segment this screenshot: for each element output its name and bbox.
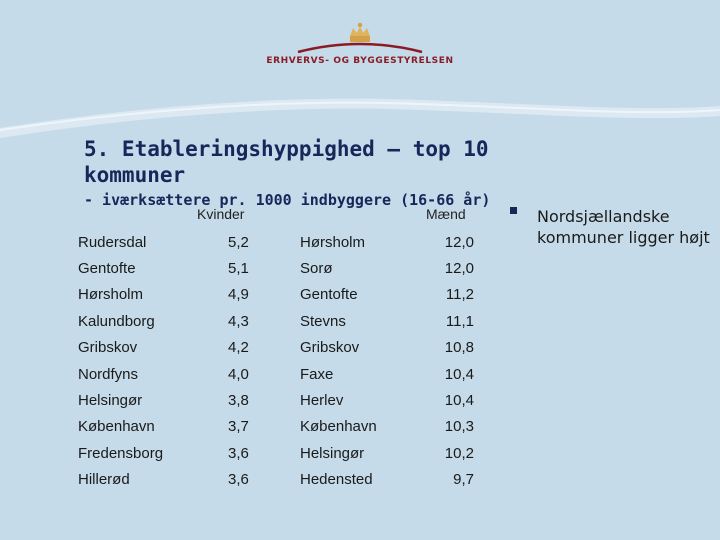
table-row: Kalundborg 4,3 Stevns 11,1	[0, 313, 500, 339]
men-rate: 10,3	[444, 418, 474, 435]
women-municipality: København	[78, 418, 155, 435]
women-rate: 4,3	[228, 313, 249, 330]
crown-icon	[350, 22, 370, 42]
men-rate: 12,0	[444, 260, 474, 277]
women-rate: 5,1	[228, 260, 249, 277]
men-municipality: Herlev	[300, 392, 344, 409]
men-municipality: København	[300, 418, 377, 435]
header-decoration	[0, 22, 720, 138]
women-municipality: Fredensborg	[78, 445, 164, 462]
men-rate: 10,4	[444, 366, 474, 383]
men-municipality: Gentofte	[300, 286, 358, 303]
women-rate: 4,0	[228, 366, 249, 383]
men-column-header: Mænd	[426, 206, 466, 222]
women-rate: 3,6	[228, 445, 249, 462]
women-municipality: Hillerød	[78, 471, 130, 488]
table-row: Rudersdal 5,2 Hørsholm 12,0	[0, 234, 500, 260]
bullet-icon	[510, 207, 517, 214]
men-municipality: Sorø	[300, 260, 333, 277]
men-municipality: Hørsholm	[300, 234, 366, 251]
table-row: Gribskov 4,2 Gribskov 10,8	[0, 339, 500, 365]
women-column-header: Kvinder	[197, 206, 245, 222]
men-municipality: Faxe	[300, 366, 334, 383]
slide-subtitle: - iværksættere pr. 1000 indbyggere (16-6…	[84, 191, 491, 209]
women-municipality: Rudersdal	[78, 234, 147, 251]
table-row: Nordfyns 4,0 Faxe 10,4	[0, 366, 500, 392]
men-municipality: Helsingør	[300, 445, 365, 462]
women-municipality: Gentofte	[78, 260, 136, 277]
women-rate: 3,7	[228, 418, 249, 435]
table-row: Gentofte 5,1 Sorø 12,0	[0, 260, 500, 286]
men-rate: 9,7	[453, 471, 474, 488]
men-municipality: Gribskov	[300, 339, 360, 356]
men-rate: 10,2	[444, 445, 474, 462]
table-row: Hørsholm 4,9 Gentofte 11,2	[0, 286, 500, 312]
women-rate: 5,2	[228, 234, 249, 251]
women-municipality: Helsingør	[78, 392, 143, 409]
women-municipality: Kalundborg	[78, 313, 155, 330]
table-row: København 3,7 København 10,3	[0, 418, 500, 444]
men-rate: 12,0	[444, 234, 474, 251]
women-rate: 3,6	[228, 471, 249, 488]
men-rate: 11,1	[445, 313, 474, 330]
women-municipality: Gribskov	[78, 339, 138, 356]
header-swoosh	[0, 98, 720, 138]
men-rate: 10,4	[444, 392, 474, 409]
table-row: Fredensborg 3,6 Helsingør 10,2	[0, 445, 500, 471]
note-text: Nordsjællandske kommuner ligger højt	[537, 207, 710, 247]
slide-title: 5. Etableringshyppighed – top 10 kommune…	[84, 137, 489, 187]
women-rate: 3,8	[228, 392, 249, 409]
brand-name: ERHVERVS- OG BYGGESTYRELSEN	[266, 56, 454, 66]
men-municipality: Hedensted	[300, 471, 373, 488]
men-rate: 11,2	[445, 286, 474, 303]
women-municipality: Nordfyns	[78, 366, 139, 383]
women-rate: 4,9	[228, 286, 249, 303]
women-municipality: Hørsholm	[78, 286, 144, 303]
men-rate: 10,8	[444, 339, 474, 356]
header-swoosh-line	[0, 101, 720, 131]
logo-underline-arc	[297, 42, 423, 54]
table-row: Hillerød 3,6 Hedensted 9,7	[0, 471, 500, 497]
women-rate: 4,2	[228, 339, 249, 356]
table-row: Helsingør 3,8 Herlev 10,4	[0, 392, 500, 418]
men-municipality: Stevns	[300, 313, 346, 330]
